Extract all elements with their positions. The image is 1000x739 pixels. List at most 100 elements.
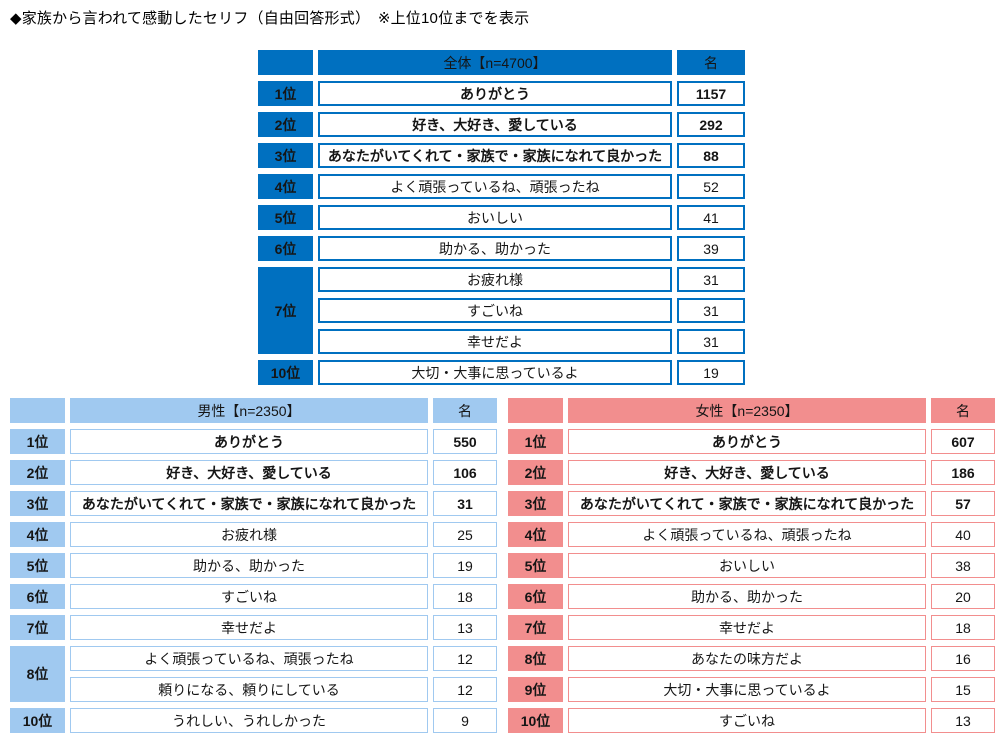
rank-row: 3位 あなたがいてくれて・家族で・家族になれて良かった 88 <box>258 143 745 168</box>
phrase-cell: よく頑張っているね、頑張ったね <box>568 522 926 547</box>
count-cell: 88 <box>677 143 745 168</box>
count-cell: 186 <box>931 460 995 485</box>
rank-row: 2位 好き、大好き、愛している 186 <box>508 460 995 485</box>
rank-cell: 4位 <box>508 522 563 547</box>
rank-cell: 2位 <box>258 112 313 137</box>
count-cell: 25 <box>433 522 497 547</box>
phrase-cell: あなたの味方だよ <box>568 646 926 671</box>
rank-cell: 8位 <box>508 646 563 671</box>
rank-row: 7位 幸せだよ 18 <box>508 615 995 640</box>
count-cell: 106 <box>433 460 497 485</box>
phrase-cell: 好き、大好き、愛している <box>70 460 428 485</box>
count-cell: 13 <box>931 708 995 733</box>
page-title: ◆家族から言われて感動したセリフ（自由回答形式） ※上位10位までを表示 <box>10 10 530 27</box>
phrase-cell: うれしい、うれしかった <box>70 708 428 733</box>
phrase-cell: あなたがいてくれて・家族で・家族になれて良かった <box>70 491 428 516</box>
rank-row: 4位 お疲れ様 25 <box>10 522 497 547</box>
rank-row: 4位 よく頑張っているね、頑張ったね 40 <box>508 522 995 547</box>
rank-cell: 7位 <box>10 615 65 640</box>
rank-cell: 5位 <box>10 553 65 578</box>
count-cell: 38 <box>931 553 995 578</box>
rank-row: 幸せだよ 31 <box>258 329 745 354</box>
ranking-table-male: 男性【n=2350】名 1位 ありがとう 550 2位 好き、大好き、愛している 106 3位… <box>5 392 502 739</box>
unit-header-label: 名 <box>433 398 497 423</box>
phrase-cell: 好き、大好き、愛している <box>318 112 672 137</box>
rank-cell: 3位 <box>508 491 563 516</box>
rank-cell: 7位 <box>258 267 313 354</box>
count-cell: 31 <box>677 298 745 323</box>
rank-row: 2位 好き、大好き、愛している 106 <box>10 460 497 485</box>
rank-row: 6位 助かる、助かった 20 <box>508 584 995 609</box>
group-header-label: 全体【n=4700】 <box>318 50 672 75</box>
count-cell: 607 <box>931 429 995 454</box>
count-cell: 16 <box>931 646 995 671</box>
phrase-cell: 助かる、助かった <box>70 553 428 578</box>
rank-row: 6位 すごいね 18 <box>10 584 497 609</box>
count-cell: 18 <box>931 615 995 640</box>
phrase-cell: 助かる、助かった <box>318 236 672 261</box>
count-cell: 15 <box>931 677 995 702</box>
ranking-table-overall: 全体【n=4700】名 1位 ありがとう 1157 2位 好き、大好き、愛している 292 3… <box>253 44 750 391</box>
rank-row: 5位 おいしい 38 <box>508 553 995 578</box>
count-cell: 12 <box>433 677 497 702</box>
rank-row: 8位 あなたの味方だよ 16 <box>508 646 995 671</box>
count-cell: 12 <box>433 646 497 671</box>
rank-row: 1位 ありがとう 550 <box>10 429 497 454</box>
count-cell: 1157 <box>677 81 745 106</box>
header-row: 全体【n=4700】名 <box>258 50 745 75</box>
count-cell: 19 <box>433 553 497 578</box>
rank-row: 7位 お疲れ様 31 <box>258 267 745 354</box>
count-cell: 39 <box>677 236 745 261</box>
count-cell: 31 <box>677 329 745 354</box>
rank-cell: 10位 <box>258 360 313 385</box>
corner-cell <box>10 398 65 423</box>
rank-cell: 1位 <box>258 81 313 106</box>
phrase-cell: お疲れ様 <box>70 522 428 547</box>
phrase-cell: おいしい <box>568 553 926 578</box>
rank-cell: 5位 <box>508 553 563 578</box>
rank-row: 7位 幸せだよ 13 <box>10 615 497 640</box>
corner-cell <box>508 398 563 423</box>
phrase-cell: すごいね <box>70 584 428 609</box>
phrase-cell: よく頑張っているね、頑張ったね <box>70 646 428 671</box>
rank-cell: 10位 <box>10 708 65 733</box>
corner-cell <box>258 50 313 75</box>
rank-cell: 6位 <box>10 584 65 609</box>
phrase-cell: ありがとう <box>70 429 428 454</box>
rank-row: 6位 助かる、助かった 39 <box>258 236 745 261</box>
rank-cell: 3位 <box>258 143 313 168</box>
rank-cell: 4位 <box>10 522 65 547</box>
phrase-cell: お疲れ様 <box>318 267 672 292</box>
rank-row: 3位 あなたがいてくれて・家族で・家族になれて良かった 31 <box>10 491 497 516</box>
phrase-cell: 頼りになる、頼りにしている <box>70 677 428 702</box>
count-cell: 57 <box>931 491 995 516</box>
rank-row: 10位 すごいね 13 <box>508 708 995 733</box>
rank-row: 10位 大切・大事に思っているよ 19 <box>258 360 745 385</box>
rank-row: 2位 好き、大好き、愛している 292 <box>258 112 745 137</box>
count-cell: 41 <box>677 205 745 230</box>
rank-cell: 2位 <box>10 460 65 485</box>
count-cell: 31 <box>677 267 745 292</box>
unit-header-label: 名 <box>931 398 995 423</box>
phrase-cell: 幸せだよ <box>318 329 672 354</box>
count-cell: 550 <box>433 429 497 454</box>
rank-cell: 8位 <box>10 646 65 702</box>
rank-cell: 6位 <box>258 236 313 261</box>
rank-row: 頼りになる、頼りにしている 12 <box>10 677 497 702</box>
count-cell: 31 <box>433 491 497 516</box>
phrase-cell: すごいね <box>318 298 672 323</box>
phrase-cell: あなたがいてくれて・家族で・家族になれて良かった <box>318 143 672 168</box>
phrase-cell: ありがとう <box>318 81 672 106</box>
count-cell: 20 <box>931 584 995 609</box>
rank-cell: 5位 <box>258 205 313 230</box>
rank-row: すごいね 31 <box>258 298 745 323</box>
rank-cell: 4位 <box>258 174 313 199</box>
count-cell: 13 <box>433 615 497 640</box>
header-row: 男性【n=2350】名 <box>10 398 497 423</box>
rank-cell: 1位 <box>508 429 563 454</box>
rank-cell: 1位 <box>10 429 65 454</box>
rank-cell: 2位 <box>508 460 563 485</box>
rank-cell: 3位 <box>10 491 65 516</box>
count-cell: 292 <box>677 112 745 137</box>
